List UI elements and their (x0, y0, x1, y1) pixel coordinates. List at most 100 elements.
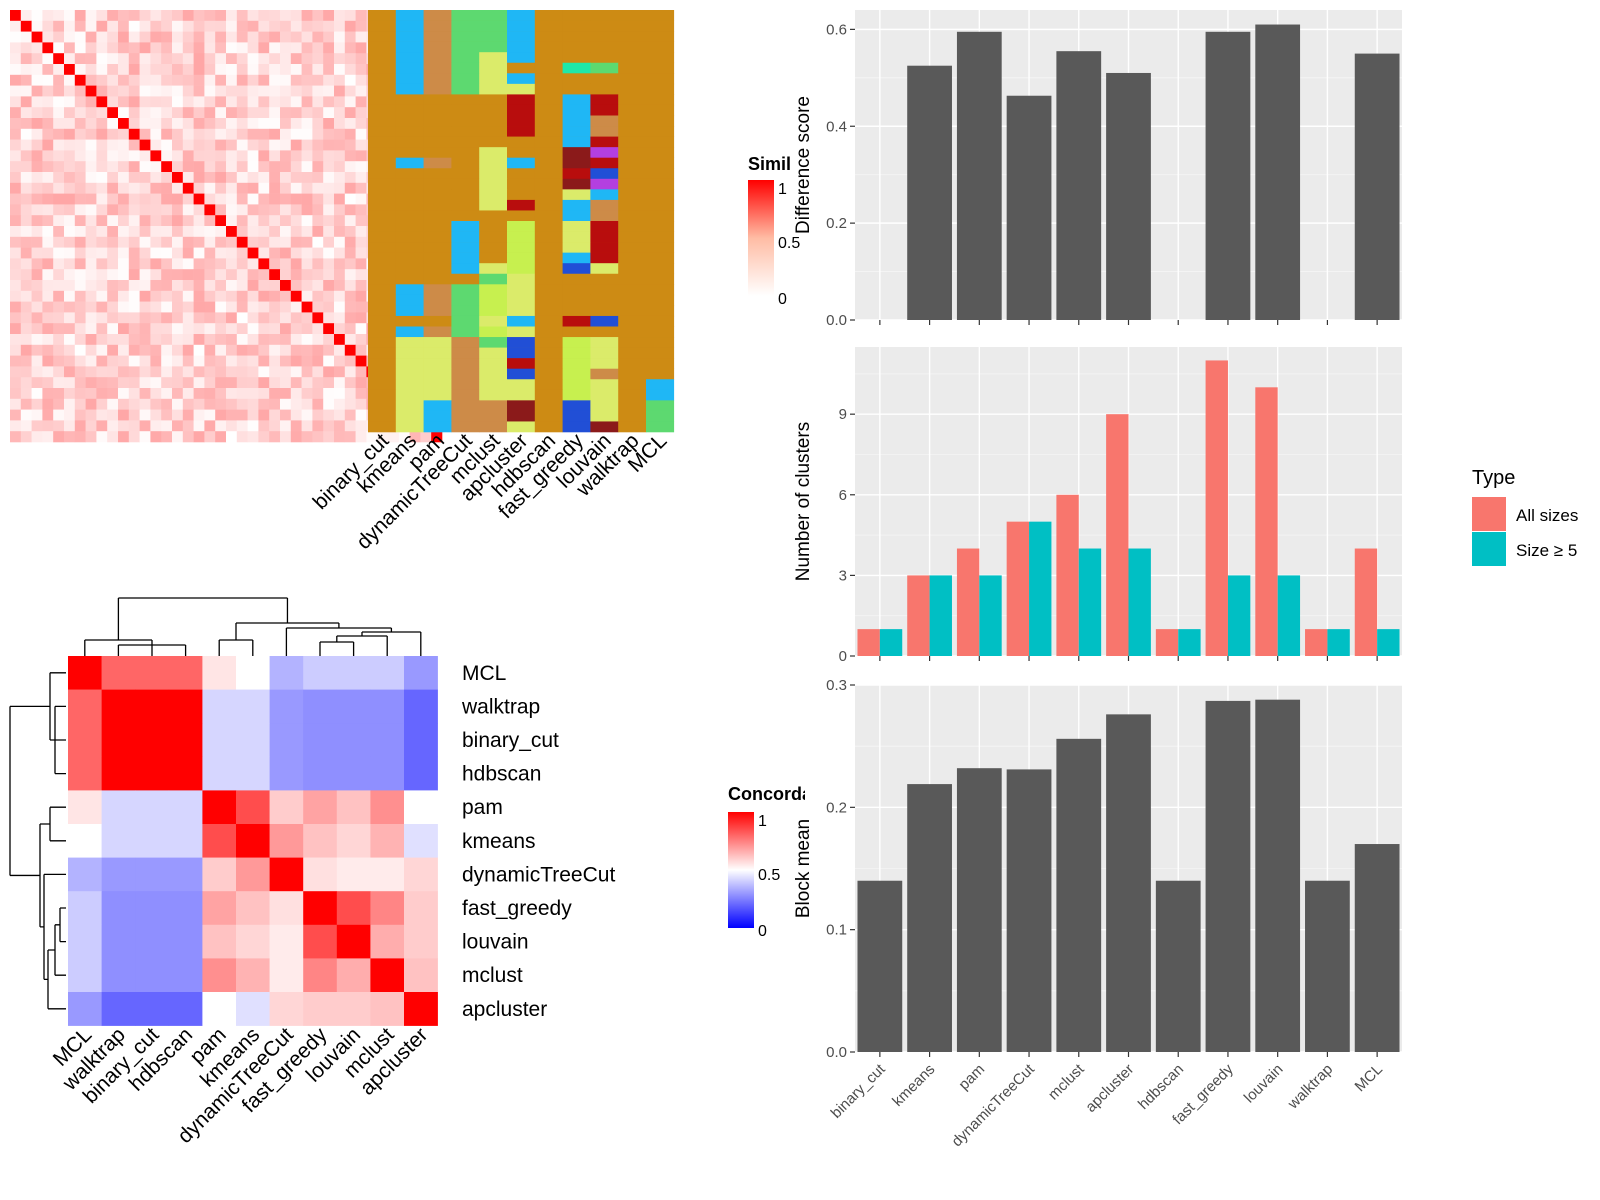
similarity-cell (128, 236, 140, 248)
similarity-cell (215, 193, 227, 205)
similarity-cell (20, 409, 32, 421)
similarity-cell (64, 193, 76, 205)
similarity-cell (20, 107, 32, 119)
cluster-cell (395, 10, 424, 21)
cluster-cell (368, 326, 397, 338)
cluster-cell (590, 421, 619, 433)
cluster-cell (534, 20, 563, 32)
cluster-cell (395, 210, 424, 222)
similarity-cell (150, 344, 162, 356)
similarity-cell (10, 96, 22, 108)
similarity-cell (161, 64, 173, 76)
similarity-cell (301, 247, 313, 259)
cluster-cell (507, 358, 536, 369)
similarity-cell (301, 301, 313, 313)
concordance-cell (404, 689, 438, 724)
cluster-cell (534, 242, 563, 253)
cluster-cell (618, 337, 647, 348)
cluster-cell (534, 315, 563, 327)
similarity-cell (280, 355, 292, 367)
similarity-cell (280, 139, 292, 151)
cluster-cell (507, 136, 536, 148)
similarity-cell (42, 377, 54, 389)
similarity-cell (10, 388, 22, 400)
similarity-cell (204, 20, 216, 32)
similarity-cell (139, 247, 151, 259)
similarity-cell (344, 334, 356, 346)
similarity-cell (193, 172, 205, 184)
similarity-cell (301, 204, 313, 216)
bar (907, 65, 952, 320)
similarity-cell (269, 85, 281, 97)
similarity-cell (312, 431, 324, 443)
similarity-cell (64, 323, 76, 335)
cluster-cell (534, 157, 563, 169)
similarity-cell (355, 334, 367, 346)
concordance-cell (236, 824, 270, 858)
similarity-cell (74, 118, 86, 130)
concordance-cell (135, 924, 170, 959)
similarity-cell (236, 431, 248, 443)
similarity-cell (150, 398, 162, 410)
similarity-cell (204, 226, 216, 238)
similarity-cell (182, 20, 194, 32)
similarity-cell (74, 226, 86, 238)
similarity-cell (64, 388, 76, 400)
similarity-cell (236, 139, 248, 151)
similarity-cell (280, 53, 292, 65)
similarity-cell (74, 85, 86, 97)
similarity-cell (10, 312, 22, 324)
cluster-cell (590, 263, 619, 275)
similarity-cell (139, 355, 151, 367)
cluster-cell (646, 242, 675, 253)
cluster-cell (618, 252, 647, 264)
cluster-cell (479, 400, 508, 412)
cluster-cell (618, 73, 647, 85)
similarity-cell (74, 204, 86, 216)
similarity-cell (182, 388, 194, 400)
cluster-cell (395, 83, 424, 95)
similarity-cell (172, 247, 184, 259)
similarity-cell (118, 398, 130, 410)
cluster-cell (507, 315, 536, 327)
similarity-cell (31, 20, 43, 32)
similarity-cell (215, 344, 227, 356)
concordance-cell (404, 924, 438, 959)
similarity-cell (161, 377, 173, 389)
similarity-cell (258, 409, 270, 421)
cluster-cell (368, 83, 397, 95)
similarity-cell (85, 64, 97, 76)
cluster-cell (590, 168, 619, 180)
similarity-cell (247, 366, 259, 378)
similarity-cell (280, 420, 292, 432)
similarity-cell (118, 355, 130, 367)
cluster-cell (646, 421, 675, 433)
bar (1354, 53, 1400, 320)
similarity-cell (139, 258, 151, 270)
similarity-cell (107, 247, 119, 259)
cluster-cell (423, 31, 452, 42)
concordance-cell (202, 824, 237, 858)
similarity-cell (53, 193, 65, 205)
similarity-cell (20, 344, 32, 356)
similarity-cell (96, 398, 108, 410)
similarity-cell (10, 269, 22, 281)
similarity-cell (323, 301, 335, 313)
similarity-cell (161, 344, 173, 356)
similarity-cell (42, 139, 54, 151)
legend-swatch-all-sizes (1472, 497, 1506, 531)
cluster-cell (590, 20, 619, 32)
cluster-cell (562, 315, 591, 327)
similarity-cell (85, 128, 97, 140)
similarity-cell (96, 204, 108, 216)
similarity-cell (118, 323, 130, 335)
similarity-cell (323, 420, 335, 432)
cluster-cell (562, 31, 591, 42)
cluster-cell (590, 284, 619, 296)
concordance-cell (236, 958, 270, 993)
cluster-cell (395, 410, 424, 422)
similarity-cell (139, 280, 151, 292)
cluster-cell (646, 104, 675, 116)
cluster-cell (507, 157, 536, 169)
cluster-cell (590, 273, 619, 285)
